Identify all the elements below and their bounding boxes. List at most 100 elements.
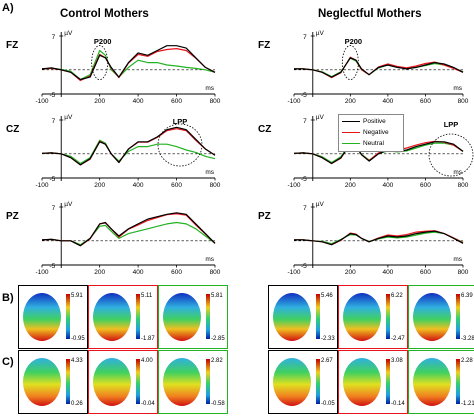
series-line-positive-cz-control bbox=[41, 126, 216, 166]
series-line-positive-pz-control bbox=[41, 212, 216, 247]
colorbar-max-b-control-neutral: 5.81 bbox=[211, 293, 223, 299]
colorbar-c-control-neutral bbox=[206, 359, 210, 404]
topomap-svg-b-neglectful-negative bbox=[343, 293, 390, 341]
x-unit-label-fz-control: ms bbox=[205, 85, 214, 92]
p200-label-control: P200 bbox=[94, 37, 112, 46]
channel-label-cz-neglectful: CZ bbox=[258, 124, 271, 135]
head-map-c-neglectful-positive bbox=[273, 358, 311, 406]
topomap-c-control-neutral: 2.82 -0.58 bbox=[158, 350, 228, 414]
y-tick-label-max-pz-neglectful: 7 bbox=[303, 205, 307, 212]
legend-label-positive: Positive bbox=[363, 117, 386, 125]
colorbar-max-c-control-neutral: 2.82 bbox=[211, 358, 223, 364]
x-tick-label-cz-control--100: -100 bbox=[35, 182, 48, 189]
topomap-svg-b-control-negative bbox=[93, 293, 140, 341]
x-tick-label-pz-neglectful-600: 600 bbox=[420, 269, 431, 276]
x-tick-label-fz-neglectful--100: -100 bbox=[287, 98, 300, 105]
colorbar-b-control-positive bbox=[66, 294, 70, 339]
head-map-c-control-positive bbox=[23, 358, 61, 406]
topomap-c-neglectful-negative: 3.08 -0.14 bbox=[338, 350, 408, 414]
colorbar-b-control-negative bbox=[136, 294, 140, 339]
topomap-svg-b-neglectful-positive bbox=[273, 293, 320, 341]
legend-item-positive: Positive bbox=[339, 116, 403, 127]
topomap-c-control-negative: 4.00 -0.04 bbox=[88, 350, 158, 414]
channel-label-fz-neglectful: FZ bbox=[258, 40, 270, 51]
y-unit-label-cz-control: µV bbox=[64, 114, 73, 121]
head-map-b-neglectful-neutral bbox=[413, 293, 451, 341]
topomap-svg-b-neglectful-neutral bbox=[413, 293, 460, 341]
y-tick-label-max-cz-neglectful: 7 bbox=[303, 118, 307, 125]
topomap-c-neglectful-neutral: 2.28 -1.21 bbox=[408, 350, 474, 414]
group-title-control: Control Mothers bbox=[60, 8, 149, 20]
x-tick-label-cz-neglectful-200: 200 bbox=[345, 182, 356, 189]
x-tick-label-fz-control-400: 400 bbox=[133, 98, 144, 105]
section-label-a: A) bbox=[2, 2, 14, 14]
x-tick-label-pz-control-200: 200 bbox=[94, 269, 105, 276]
topomap-svg-c-control-neutral bbox=[163, 358, 210, 406]
series-line-negative-fz-control bbox=[41, 47, 216, 82]
section-label-c: C) bbox=[2, 356, 14, 368]
y-tick-label-max-cz-control: 7 bbox=[52, 118, 56, 125]
x-unit-label-fz-neglectful: ms bbox=[453, 85, 462, 92]
colorbar-min-c-control-negative: -0.04 bbox=[141, 401, 155, 407]
colorbar-max-c-control-negative: 4.00 bbox=[141, 358, 153, 364]
colorbar-min-b-control-neutral: -2.85 bbox=[211, 336, 225, 342]
p200-label-neglectful: P200 bbox=[345, 37, 363, 46]
lpp-ellipse-control bbox=[157, 123, 203, 167]
colorbar-min-c-neglectful-positive: -0.05 bbox=[321, 401, 335, 407]
series-line-positive-pz-neglectful bbox=[294, 230, 464, 246]
head-map-c-control-negative bbox=[93, 358, 131, 406]
legend-swatch-positive bbox=[342, 121, 360, 122]
y-tick-label-min-cz-control: -5 bbox=[49, 176, 55, 183]
colorbar-max-c-neglectful-neutral: 2.28 bbox=[461, 358, 473, 364]
topomap-svg-b-control-positive bbox=[23, 293, 70, 341]
colorbar-c-control-positive bbox=[66, 359, 70, 404]
head-map-c-control-neutral bbox=[163, 358, 201, 406]
legend-swatch-neutral bbox=[342, 143, 360, 144]
colorbar-c-neglectful-neutral bbox=[456, 359, 460, 404]
x-tick-label-fz-neglectful-600: 600 bbox=[420, 98, 431, 105]
colorbar-max-b-neglectful-positive: 5.46 bbox=[321, 293, 333, 299]
x-tick-label-fz-control--100: -100 bbox=[35, 98, 48, 105]
topomap-svg-c-control-negative bbox=[93, 358, 140, 406]
x-tick-label-pz-neglectful-200: 200 bbox=[345, 269, 356, 276]
y-tick-label-max-pz-control: 7 bbox=[52, 205, 56, 212]
topomap-svg-b-control-neutral bbox=[163, 293, 210, 341]
p200-ellipse-neglectful bbox=[341, 45, 359, 80]
head-map-b-neglectful-negative bbox=[343, 293, 381, 341]
x-tick-label-cz-neglectful-600: 600 bbox=[420, 182, 431, 189]
head-map-b-neglectful-positive bbox=[273, 293, 311, 341]
topomap-b-neglectful-positive: 5.46 -2.33 bbox=[268, 285, 338, 349]
x-unit-label-pz-neglectful: ms bbox=[453, 256, 462, 263]
head-map-c-neglectful-negative bbox=[343, 358, 381, 406]
y-tick-label-max-fz-neglectful: 7 bbox=[303, 34, 307, 41]
colorbar-min-b-neglectful-neutral: -3.28 bbox=[461, 336, 474, 342]
colorbar-min-b-neglectful-negative: -2.47 bbox=[391, 336, 405, 342]
colorbar-min-c-neglectful-neutral: -1.21 bbox=[461, 401, 474, 407]
series-line-neutral-fz-control bbox=[41, 49, 216, 81]
y-unit-label-fz-neglectful: µV bbox=[316, 30, 325, 37]
colorbar-min-b-control-positive: -0.95 bbox=[71, 336, 85, 342]
head-map-b-control-neutral bbox=[163, 293, 201, 341]
colorbar-c-control-negative bbox=[136, 359, 140, 404]
topomap-b-control-positive: 5.91 -0.95 bbox=[18, 285, 88, 349]
y-tick-label-min-pz-neglectful: -5 bbox=[301, 263, 307, 270]
x-tick-label-pz-neglectful-800: 800 bbox=[458, 269, 469, 276]
colorbar-max-b-control-negative: 5.11 bbox=[141, 293, 153, 299]
channel-label-pz-neglectful: PZ bbox=[258, 211, 271, 222]
x-tick-label-pz-neglectful--100: -100 bbox=[287, 269, 300, 276]
colorbar-min-c-control-neutral: -0.58 bbox=[211, 401, 225, 407]
colorbar-b-neglectful-negative bbox=[386, 294, 390, 339]
legend-item-neutral: Neutral bbox=[339, 138, 403, 149]
topomap-b-neglectful-neutral: 6.39 -3.28 bbox=[408, 285, 474, 349]
x-tick-label-cz-neglectful--100: -100 bbox=[287, 182, 300, 189]
erp-waveform-figure: FZ 7 -5 µV -100 200 400 600 800 ms CZ 7 -5 µV -100 200 4… bbox=[6, 30, 474, 276]
legend-item-negative: Negative bbox=[339, 127, 403, 138]
x-tick-label-fz-control-600: 600 bbox=[171, 98, 182, 105]
colorbar-max-b-control-positive: 5.91 bbox=[71, 293, 83, 299]
colorbar-max-c-neglectful-positive: 2.67 bbox=[321, 358, 333, 364]
colorbar-max-c-neglectful-negative: 3.08 bbox=[391, 358, 403, 364]
channel-label-fz-control: FZ bbox=[6, 40, 18, 51]
colorbar-min-c-control-positive: 0.26 bbox=[71, 401, 83, 407]
colorbar-b-control-neutral bbox=[206, 294, 210, 339]
y-tick-label-min-cz-neglectful: -5 bbox=[301, 176, 307, 183]
